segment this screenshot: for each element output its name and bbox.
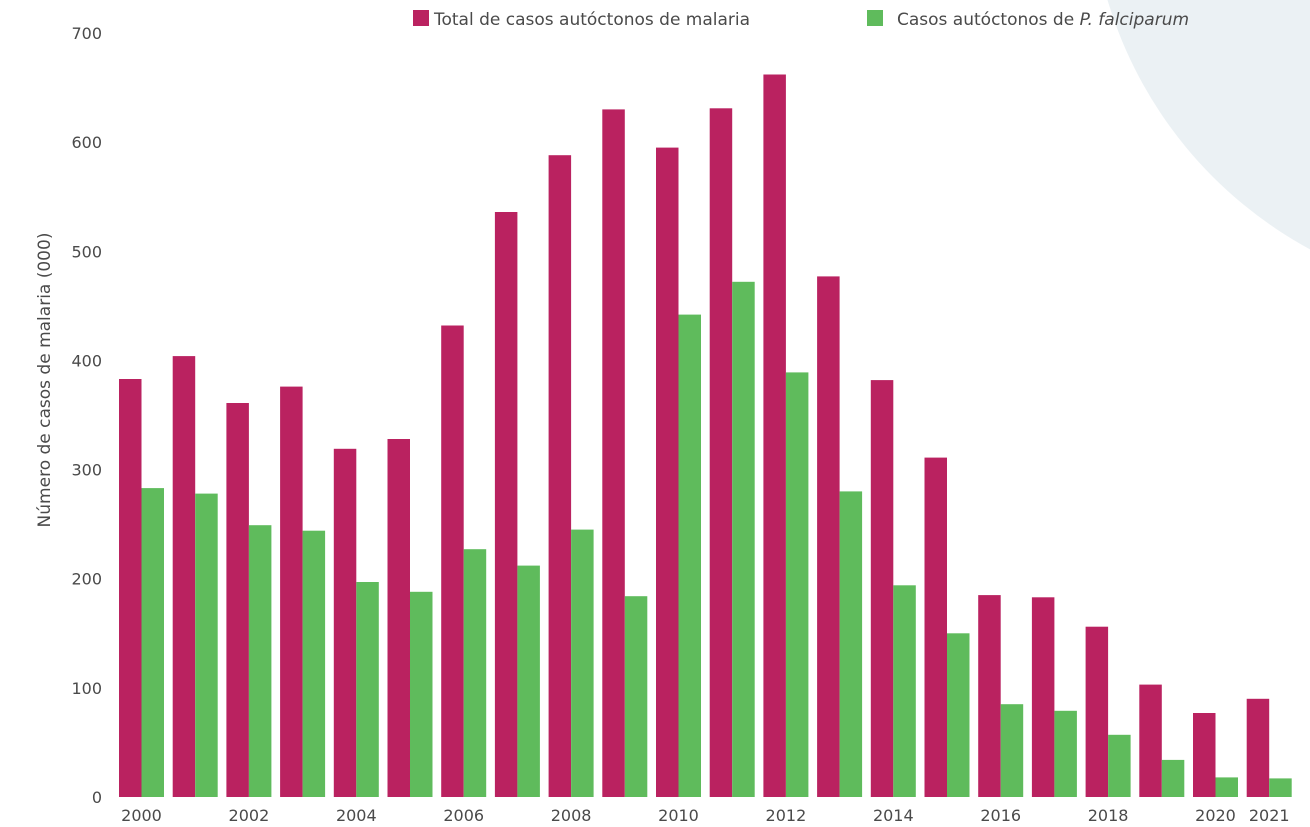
bar-falciparum [947, 633, 970, 797]
bar-falciparum [1269, 778, 1292, 797]
bar-falciparum [410, 591, 433, 797]
x-tick-label: 2016 [980, 806, 1021, 825]
bar-total [441, 325, 464, 797]
x-tick-label: 2010 [658, 806, 699, 825]
bar-total [817, 276, 840, 797]
bar-total [870, 380, 894, 797]
background-decoration [1107, 0, 1310, 250]
bar-falciparum [248, 525, 272, 797]
y-tick-label: 100 [71, 679, 102, 698]
y-axis-ticks: 0 100 200 300 400 500 600 700 [71, 24, 102, 807]
bar-total [656, 147, 679, 798]
x-tick-label: 2012 [766, 806, 807, 825]
bar-falciparum [678, 314, 701, 797]
legend-label-falciparum: Casos autóctonos de P. falciparum [897, 10, 1189, 30]
bar-total [172, 356, 196, 797]
bar-total [280, 386, 303, 797]
background-arc [1107, 0, 1310, 250]
bar-falciparum [356, 582, 379, 797]
bar-falciparum [732, 281, 755, 797]
bar-total [763, 74, 786, 797]
bar-falciparum [1000, 704, 1024, 797]
x-tick-label: 2008 [551, 806, 592, 825]
x-tick-label: 2020 [1195, 806, 1236, 825]
bar-total [978, 595, 1001, 797]
legend-label-total: Total de casos autóctonos de malaria [433, 10, 750, 30]
x-tick-label: 2018 [1088, 806, 1129, 825]
y-tick-label: 700 [71, 24, 102, 43]
bar-total [602, 109, 625, 797]
bar-falciparum [785, 372, 809, 797]
y-tick-label: 500 [71, 242, 102, 261]
y-tick-label: 400 [71, 351, 102, 370]
bar-total [119, 379, 142, 797]
x-tick-label: 2021 [1249, 806, 1290, 825]
bar-falciparum [195, 493, 218, 797]
legend-swatch-falciparum [867, 10, 883, 26]
bar-falciparum [302, 530, 326, 797]
bar-total [1246, 698, 1270, 797]
y-axis-label: Número de casos de malaria (000) [35, 233, 55, 528]
bar-falciparum [1215, 777, 1238, 797]
x-tick-label: 2004 [336, 806, 377, 825]
bar-total [1031, 597, 1055, 797]
bar-falciparum [1108, 734, 1131, 797]
bar-falciparum [517, 565, 540, 797]
bar-total [709, 108, 733, 798]
x-axis-ticks: 2000 2002 2004 2006 2008 2010 2012 2014 2016 2018… [121, 806, 1289, 825]
bar-falciparum [839, 491, 863, 797]
bar-total [548, 155, 572, 797]
bar-total [1085, 626, 1109, 797]
legend: Total de casos autóctonos de malaria Cas… [413, 10, 1189, 30]
bars-group [119, 74, 1292, 798]
bar-falciparum [141, 488, 164, 797]
bar-total [387, 439, 410, 797]
y-tick-label: 0 [92, 788, 102, 807]
bar-falciparum [1054, 710, 1077, 797]
bar-total [226, 403, 249, 797]
x-tick-label: 2014 [873, 806, 914, 825]
x-tick-label: 2006 [443, 806, 484, 825]
bar-total [1193, 713, 1216, 797]
y-tick-label: 200 [71, 570, 102, 589]
legend-swatch-total [413, 10, 429, 26]
y-tick-label: 600 [71, 133, 102, 152]
y-tick-label: 300 [71, 461, 102, 480]
legend-label-falciparum-prefix: Casos autóctonos de [897, 10, 1080, 30]
bar-total [924, 457, 947, 797]
bar-total [494, 212, 518, 797]
bar-falciparum [463, 549, 487, 797]
x-tick-label: 2002 [229, 806, 270, 825]
x-tick-label: 2000 [121, 806, 162, 825]
bar-falciparum [893, 585, 916, 797]
legend-label-falciparum-species: P. falciparum [1080, 10, 1189, 30]
bar-total [1139, 684, 1162, 797]
bar-total [333, 448, 357, 797]
bar-falciparum [571, 529, 594, 797]
bar-falciparum [624, 596, 648, 797]
bar-falciparum [1161, 759, 1185, 797]
